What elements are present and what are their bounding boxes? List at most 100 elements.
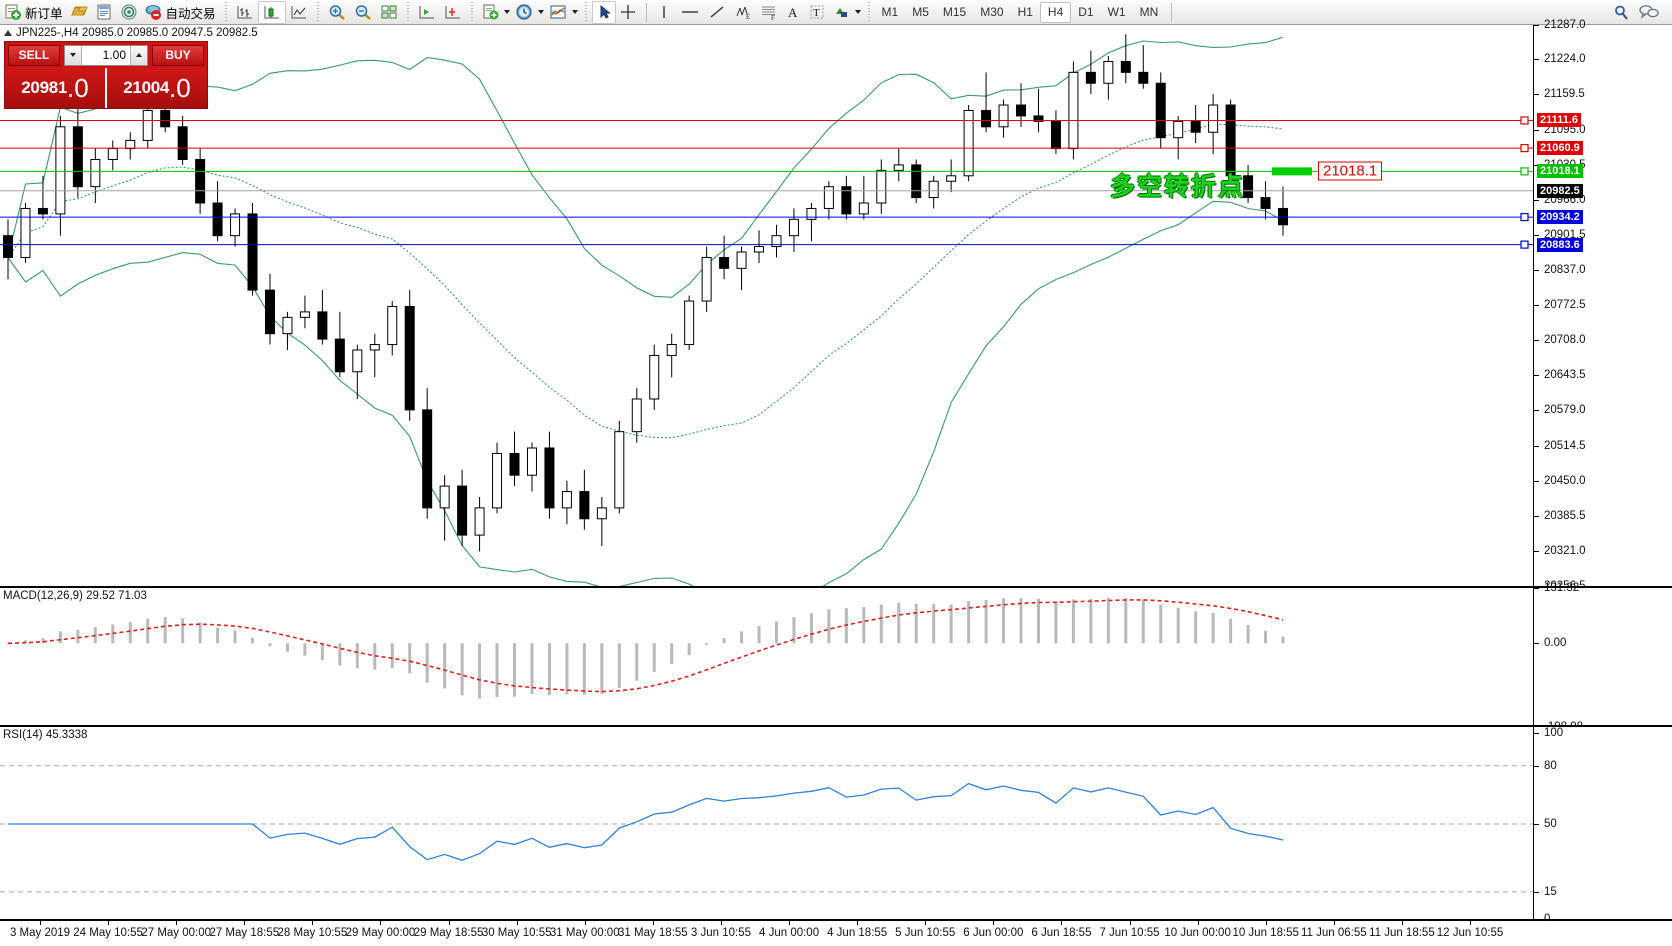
timeframe-m15[interactable]: M15 bbox=[942, 5, 967, 19]
timeframe-h1[interactable]: H1 bbox=[1017, 5, 1033, 19]
shapes-icon bbox=[835, 8, 847, 17]
time-axis-tick bbox=[40, 921, 41, 925]
timeframe-m1[interactable]: M1 bbox=[881, 5, 899, 19]
svg-text:E: E bbox=[746, 13, 750, 21]
chat-icon[interactable] bbox=[1638, 3, 1660, 21]
buy-button[interactable]: BUY bbox=[152, 44, 204, 66]
volume-decrease-button[interactable] bbox=[65, 45, 82, 65]
svg-text:A: A bbox=[788, 5, 798, 20]
buy-price-button[interactable]: 21004 .0 bbox=[107, 68, 207, 108]
trendline-button[interactable] bbox=[704, 1, 730, 24]
zoom-in-button[interactable] bbox=[324, 1, 350, 24]
tile-windows-button[interactable] bbox=[376, 1, 402, 24]
macd-tick-label: 131.32 bbox=[1534, 582, 1579, 594]
time-axis-tick bbox=[584, 921, 586, 925]
sell-button[interactable]: SELL bbox=[8, 44, 60, 66]
volume-increase-button[interactable] bbox=[130, 45, 147, 65]
zoom-out-button[interactable] bbox=[350, 1, 376, 24]
autotrading-label: 自动交易 bbox=[165, 6, 216, 21]
time-axis-tick bbox=[1401, 921, 1403, 925]
price-tick-label: 20643.5 bbox=[1534, 369, 1586, 381]
data-window-icon bbox=[97, 4, 111, 20]
price-scale[interactable]: 21111.6 21060.9 21018.1 20982.5 20934.2 20883… bbox=[1533, 19, 1672, 592]
volume-stepper[interactable]: 1.00 bbox=[64, 44, 148, 66]
shift-end-icon bbox=[419, 6, 434, 19]
price-level-badge[interactable]: 21018.1 bbox=[1537, 164, 1583, 179]
auto-scroll-button[interactable] bbox=[440, 1, 466, 24]
timeframe-w1[interactable]: W1 bbox=[1107, 5, 1126, 19]
timeframe-m5[interactable]: M5 bbox=[912, 5, 929, 19]
bar-chart-button[interactable] bbox=[232, 1, 258, 24]
time-axis-label: 10 Jun 00:00 bbox=[1164, 927, 1231, 939]
text-label-button[interactable]: T bbox=[805, 1, 829, 24]
price-level-badge[interactable]: 20883.6 bbox=[1537, 237, 1583, 252]
search-icon[interactable] bbox=[1612, 3, 1632, 21]
price-level-badge[interactable]: 20934.2 bbox=[1537, 210, 1583, 225]
one-click-trading-panel[interactable]: SELL 1.00 BUY 20981 .0 21004 .0 bbox=[4, 41, 208, 109]
elliott-wave-icon: E bbox=[736, 6, 750, 21]
shapes-dropdown-caret[interactable] bbox=[854, 2, 863, 22]
price-tick-label: 21159.5 bbox=[1534, 88, 1585, 100]
new-order-button[interactable]: 新订单 bbox=[2, 1, 67, 24]
period-button[interactable] bbox=[512, 1, 537, 24]
price-pane[interactable] bbox=[0, 25, 1533, 616]
templates-dropdown-caret[interactable] bbox=[503, 2, 512, 22]
timeframe-d1[interactable]: D1 bbox=[1078, 5, 1094, 19]
price-level-badge[interactable]: 20982.5 bbox=[1537, 183, 1583, 198]
timeframe-m30[interactable]: M30 bbox=[980, 5, 1004, 19]
price-tick-label: 20708.0 bbox=[1534, 334, 1586, 346]
crosshair-icon bbox=[620, 5, 635, 19]
shapes-button[interactable] bbox=[829, 1, 854, 24]
volume-input[interactable]: 1.00 bbox=[82, 45, 130, 65]
vertical-line-button[interactable] bbox=[653, 1, 676, 24]
time-axis-label: 28 May 10:55 bbox=[277, 927, 348, 939]
time-axis-label: 7 Jun 10:55 bbox=[1099, 927, 1160, 939]
rsi-tick-label: 0 bbox=[1534, 913, 1550, 925]
price-level-badge[interactable]: 21060.9 bbox=[1537, 141, 1583, 156]
macd-scale[interactable]: 131.320.00-198.98 bbox=[1533, 582, 1672, 733]
line-chart-button[interactable] bbox=[286, 1, 312, 24]
navigator-button[interactable] bbox=[117, 1, 142, 24]
text-button[interactable]: A bbox=[782, 1, 805, 24]
price-level-badge[interactable]: 21111.6 bbox=[1537, 113, 1581, 128]
rsi-tick-label: 100 bbox=[1534, 727, 1563, 739]
time-axis-tick bbox=[789, 921, 791, 925]
candlestick-chart-button[interactable] bbox=[257, 0, 286, 24]
toolbar-separator bbox=[468, 1, 475, 23]
elliott-wave-button[interactable]: E bbox=[730, 1, 756, 24]
autotrading-button[interactable]: 自动交易 bbox=[142, 1, 220, 24]
cursor-button[interactable] bbox=[591, 0, 616, 24]
indicators-dropdown-caret[interactable] bbox=[571, 2, 580, 22]
data-window-button[interactable] bbox=[92, 1, 117, 24]
rsi-pane[interactable]: RSI(14) 45.3338 bbox=[0, 725, 1533, 921]
period-dropdown-caret[interactable] bbox=[537, 2, 546, 22]
crosshair-button[interactable] bbox=[616, 1, 640, 24]
time-axis-tick bbox=[1333, 921, 1335, 925]
time-axis[interactable]: 3 May 2019 24 May 10:55 27 May 00:00 27 May… bbox=[0, 921, 1672, 946]
autotrading-icon bbox=[145, 5, 161, 20]
time-axis-label: 29 May 00:00 bbox=[345, 927, 416, 939]
collapse-triangle-icon[interactable] bbox=[4, 30, 12, 36]
rsi-label: RSI(14) 45.3338 bbox=[3, 729, 88, 741]
one-click-top-row: SELL 1.00 BUY bbox=[5, 42, 207, 68]
timeframe-h4[interactable]: H4 bbox=[1039, 1, 1072, 23]
folder-button[interactable] bbox=[67, 1, 92, 24]
price-label-box[interactable]: 21018.1 bbox=[1318, 161, 1383, 181]
macd-pane[interactable]: MACD(12,26,9) 29.52 71.03 bbox=[0, 586, 1533, 725]
fibonacci-icon: F bbox=[761, 6, 775, 21]
time-axis-label: 24 May 10:55 bbox=[73, 927, 143, 939]
macd-chart-canvas bbox=[6, 597, 1285, 699]
horizontal-line-button[interactable] bbox=[676, 1, 704, 24]
fibonacci-button[interactable]: F bbox=[756, 1, 782, 24]
buy-price-integer: 21004 bbox=[123, 78, 170, 97]
sell-price-button[interactable]: 20981 .0 bbox=[5, 68, 107, 108]
tile-windows-icon bbox=[381, 5, 397, 19]
templates-button[interactable] bbox=[478, 1, 503, 24]
rsi-tick-label: 15 bbox=[1534, 886, 1557, 898]
rsi-scale[interactable]: 100 80 50 15 0 bbox=[1533, 725, 1672, 925]
shift-end-button[interactable] bbox=[414, 1, 440, 24]
timeframe-mn[interactable]: MN bbox=[1139, 5, 1159, 19]
indicators-button[interactable] bbox=[546, 1, 571, 24]
chart-annotation-text[interactable]: 多空转折点 bbox=[1110, 172, 1246, 202]
